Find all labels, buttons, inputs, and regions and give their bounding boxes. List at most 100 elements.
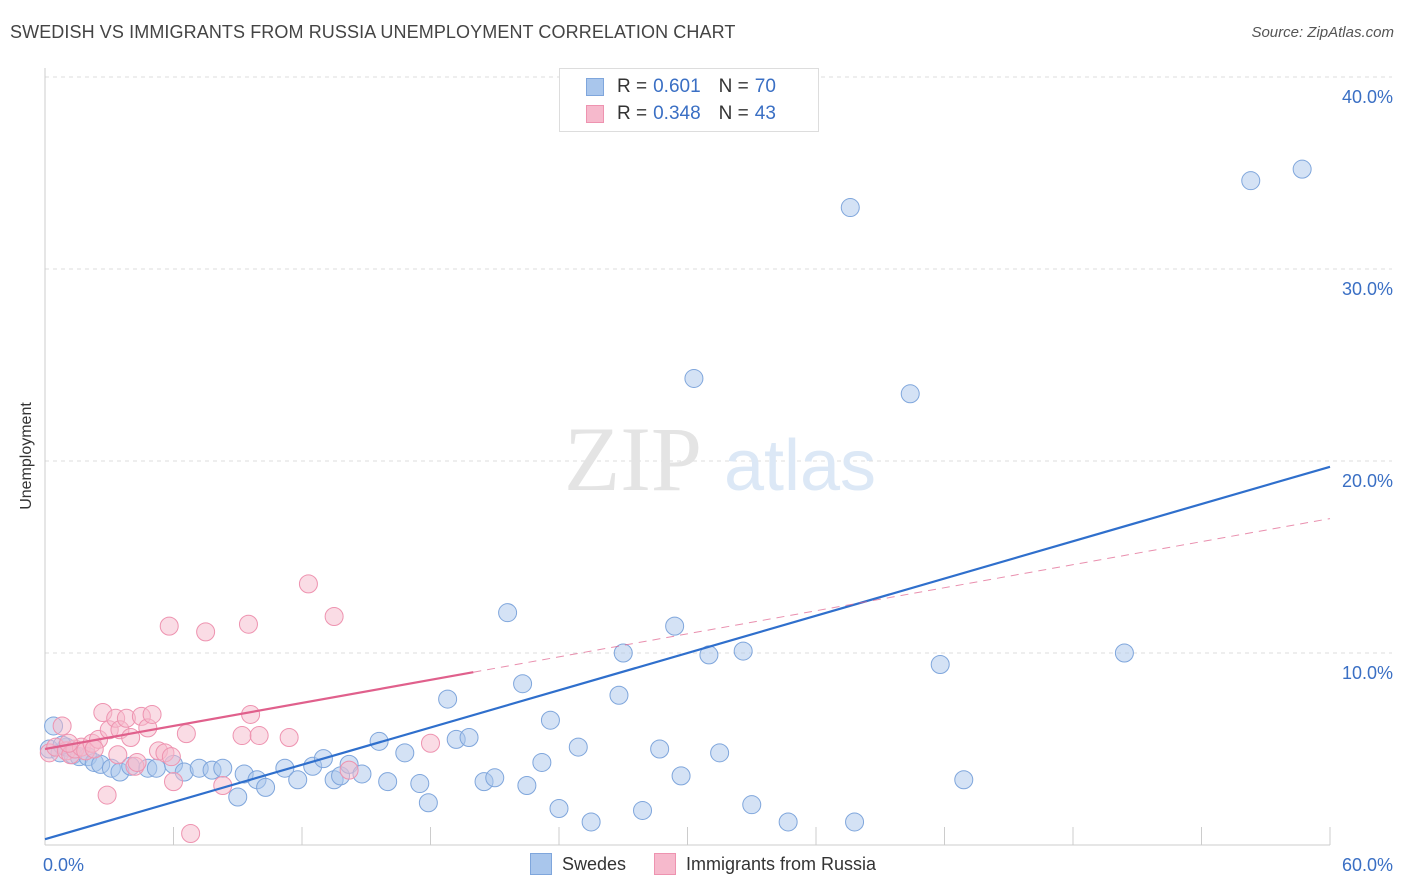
russia-trend-line-extension [473,518,1331,673]
legend-swatch-russia [586,105,604,123]
russia-point [181,823,201,843]
russia-point [84,739,104,759]
russia-point [108,745,128,765]
watermark-atlas: atlas [724,426,876,506]
legend-r-label: R = [617,76,648,97]
y-tick-label: 20.0% [1342,471,1393,491]
legend-item-russia: Immigrants from Russia [654,853,876,875]
y-tick-label: 40.0% [1342,87,1393,107]
russia-point [97,785,117,805]
swedes-point [549,799,569,819]
swedes-point [228,787,248,807]
swedes-point [1241,171,1261,191]
x-tick-label-min: 0.0% [43,855,84,875]
legend-n-value: 70 [754,76,776,97]
swedes-point [733,641,753,661]
legend-label-swedes: Swedes [561,853,626,874]
watermark-zip: ZIP [564,408,702,510]
russia-point [279,727,299,747]
swedes-trend-line [44,465,1331,841]
swedes-point [378,772,398,792]
x-tick-labels: 0.0% 60.0% [43,855,1393,875]
russia-trend-line [44,671,474,751]
swedes-point [410,774,430,794]
swedes-point [930,655,950,675]
y-tick-label: 10.0% [1342,663,1393,683]
russia-point [142,704,162,724]
swedes-point [498,603,518,623]
swedes-point [288,770,308,790]
swedes-point [485,768,505,788]
russia-point [161,747,181,767]
swedes-point [1114,643,1134,663]
swedes-point [900,384,920,404]
swedes-point [665,616,685,636]
russia-point [238,614,258,634]
swedes-point [778,812,798,832]
swedes-point [710,743,730,763]
legend-swatch-swedes [586,78,604,96]
legend-n-label: N = [718,103,749,124]
swedes-point [418,793,438,813]
russia-point [421,733,440,753]
legend-item-swedes: Swedes [529,853,626,875]
swedes-point [671,766,691,786]
swedes-point [532,752,552,772]
swedes-point [438,689,458,709]
russia-point [298,574,318,594]
swedes-point [581,812,601,832]
y-tick-labels: 10.0% 20.0% 30.0% 40.0% [1342,87,1393,683]
swedes-point [513,674,533,694]
swedes-point [609,685,629,705]
russia-point [121,727,141,747]
swedes-point [840,198,860,218]
axes [44,68,1331,846]
swedes-point [1292,159,1312,179]
legend-row-swedes: R = 0.601 N = 70 [586,75,776,99]
russia-point [127,752,147,772]
legend-label-russia: Immigrants from Russia [686,853,877,874]
swedes-point [540,710,560,730]
russia-point [249,726,269,746]
swedes-point [517,775,537,795]
swedes-point [256,777,276,797]
russia-point [159,616,179,636]
russia-point [52,716,72,736]
series-legend: Swedes Immigrants from Russia [0,852,1406,876]
russia-point [339,760,359,780]
swedes-point [395,743,415,763]
data-points [39,159,1312,843]
legend-row-russia: R = 0.348 N = 43 [586,102,776,126]
y-axis-label: Unemployment [18,402,35,510]
grid-lines [45,76,1392,654]
y-tick-label: 30.0% [1342,279,1393,299]
swedes-point [633,800,653,820]
correlation-legend: R = 0.601 N = 70 R = 0.348 N = 43 [559,68,819,132]
legend-r-label: R = [617,103,648,124]
russia-point [176,724,196,744]
trend-lines [44,465,1331,841]
legend-n-label: N = [718,76,749,97]
swedes-point [459,727,479,747]
swedes-point [954,770,974,790]
legend-swatch-russia [654,853,676,875]
legend-swatch-swedes [529,853,552,875]
legend-n-value: 43 [754,103,776,124]
swedes-point [568,737,588,757]
swedes-point [684,368,704,388]
legend-r-value: 0.601 [653,76,701,97]
russia-point [196,622,216,642]
watermark: ZIP atlas [564,408,876,510]
swedes-point [650,739,670,759]
source-label: Source: ZipAtlas.com [1251,24,1394,41]
chart-title: SWEDISH VS IMMIGRANTS FROM RUSSIA UNEMPL… [10,22,736,42]
swedes-point [845,812,865,832]
russia-point [241,704,261,724]
swedes-point [213,758,233,778]
russia-point [164,772,183,792]
swedes-point [742,795,762,815]
swedes-point [613,643,633,663]
russia-point [232,726,252,746]
x-tick-label-max: 60.0% [1342,855,1393,875]
legend-r-value: 0.348 [653,103,701,124]
